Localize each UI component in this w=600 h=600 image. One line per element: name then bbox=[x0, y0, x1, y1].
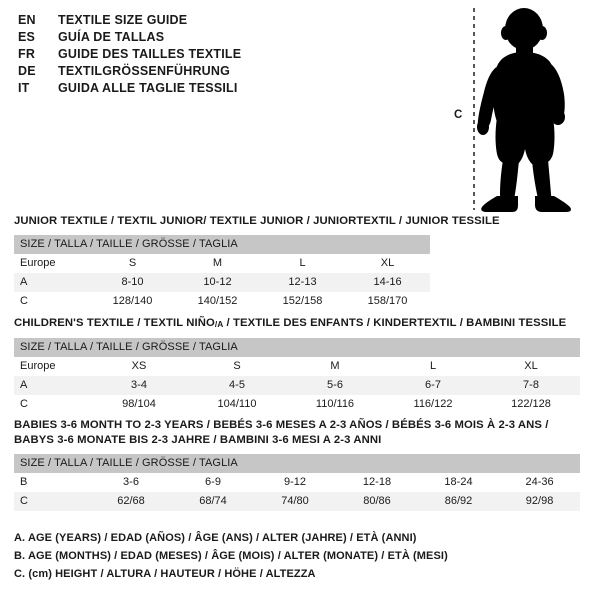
table-row: B 3-6 6-9 9-12 12-18 18-24 24-36 bbox=[14, 473, 581, 492]
language-code: EN bbox=[18, 13, 36, 27]
row-label: A bbox=[14, 376, 90, 395]
language-title-block: EN TEXTILE SIZE GUIDE ES GUÍA DE TALLAS … bbox=[18, 12, 318, 97]
legend-row-b: B. AGE (MONTHS) / EDAD (MESES) / ÂGE (MO… bbox=[14, 550, 448, 562]
table-row: C 98/104 104/110 110/116 116/122 122/128 bbox=[14, 395, 580, 414]
child-silhouette-icon bbox=[473, 8, 571, 212]
language-row-es: ES GUÍA DE TALLAS bbox=[18, 29, 318, 46]
row-label: C bbox=[14, 395, 90, 414]
language-row-it: IT GUIDA ALLE TAGLIE TESSILI bbox=[18, 80, 318, 97]
table-cell: 92/98 bbox=[499, 492, 581, 511]
column-header-region: Europe bbox=[14, 254, 90, 273]
language-row-de: DE TEXTILGRÖSSENFÜHRUNG bbox=[18, 63, 318, 80]
column-header-region: Europe bbox=[14, 357, 90, 376]
table-cell: 4-5 bbox=[188, 376, 286, 395]
size-header-bar: SIZE / TALLA / TAILLE / GRÖSSE / TAGLIA bbox=[14, 454, 581, 473]
column-header-size: L bbox=[384, 357, 482, 376]
table-cell: 68/74 bbox=[172, 492, 254, 511]
language-title: TEXTILGRÖSSENFÜHRUNG bbox=[58, 64, 231, 78]
measurement-figure: C bbox=[440, 4, 600, 214]
section-title-children: CHILDREN'S TEXTILE / TEXTIL NIÑO/A / TEX… bbox=[14, 316, 580, 332]
column-header-size: XL bbox=[345, 254, 431, 273]
legend-row-a: A. AGE (YEARS) / EDAD (AÑOS) / ÂGE (ANS)… bbox=[14, 532, 417, 544]
table-cell: 74/80 bbox=[254, 492, 336, 511]
table-cell: 122/128 bbox=[482, 395, 580, 414]
table-column-header-row: Europe S M L XL bbox=[14, 254, 431, 273]
table-cell: 7-8 bbox=[482, 376, 580, 395]
legend-row-c: C. (cm) HEIGHT / ALTURA / HAUTEUR / HÖHE… bbox=[14, 568, 316, 580]
column-header-size: XL bbox=[482, 357, 580, 376]
column-header-size: S bbox=[188, 357, 286, 376]
language-code: FR bbox=[18, 47, 36, 61]
row-label: A bbox=[14, 273, 90, 292]
table-cell: 5-6 bbox=[286, 376, 384, 395]
language-code: ES bbox=[18, 30, 36, 44]
column-header-size: L bbox=[260, 254, 345, 273]
table-cell: 80/86 bbox=[336, 492, 418, 511]
section-junior-textile: JUNIOR TEXTILE / TEXTIL JUNIOR/ TEXTILE … bbox=[14, 214, 500, 311]
column-header-size: XS bbox=[90, 357, 188, 376]
language-title: TEXTILE SIZE GUIDE bbox=[58, 13, 188, 27]
row-label: B bbox=[14, 473, 90, 492]
table-cell: 110/116 bbox=[286, 395, 384, 414]
junior-size-table: SIZE / TALLA / TAILLE / GRÖSSE / TAGLIA … bbox=[14, 235, 431, 311]
language-title: GUIDA ALLE TAGLIE TESSILI bbox=[58, 81, 238, 95]
height-measure-label: C bbox=[454, 109, 463, 121]
section-title-children-prefix: CHILDREN'S TEXTILE / TEXTIL NIÑO bbox=[14, 317, 215, 329]
section-title-children-suffix: / TEXTILE DES ENFANTS / KINDERTEXTIL / B… bbox=[223, 317, 567, 329]
section-title-junior: JUNIOR TEXTILE / TEXTIL JUNIOR/ TEXTILE … bbox=[14, 215, 500, 227]
table-cell: 158/170 bbox=[345, 292, 431, 311]
table-cell: 116/122 bbox=[384, 395, 482, 414]
legend-block: A. AGE (YEARS) / EDAD (AÑOS) / ÂGE (ANS)… bbox=[14, 529, 448, 583]
language-title: GUIDE DES TAILLES TEXTILE bbox=[58, 47, 242, 61]
column-header-size: M bbox=[175, 254, 260, 273]
language-code: DE bbox=[18, 64, 36, 78]
table-cell: 3-4 bbox=[90, 376, 188, 395]
size-header-bar: SIZE / TALLA / TAILLE / GRÖSSE / TAGLIA bbox=[14, 235, 431, 254]
table-cell: 12-18 bbox=[336, 473, 418, 492]
table-cell: 6-7 bbox=[384, 376, 482, 395]
row-label: C bbox=[14, 292, 90, 311]
table-column-header-row: Europe XS S M L XL bbox=[14, 357, 580, 376]
table-cell: 10-12 bbox=[175, 273, 260, 292]
table-cell: 62/68 bbox=[90, 492, 172, 511]
silhouette-shape bbox=[477, 8, 571, 212]
babies-size-table: SIZE / TALLA / TAILLE / GRÖSSE / TAGLIA … bbox=[14, 454, 581, 511]
children-size-table: SIZE / TALLA / TAILLE / GRÖSSE / TAGLIA … bbox=[14, 338, 580, 414]
table-cell: 6-9 bbox=[172, 473, 254, 492]
table-cell: 98/104 bbox=[90, 395, 188, 414]
table-row: C 128/140 140/152 152/158 158/170 bbox=[14, 292, 431, 311]
table-cell: 24-36 bbox=[499, 473, 581, 492]
table-cell: 18-24 bbox=[418, 473, 499, 492]
language-title: GUÍA DE TALLAS bbox=[58, 30, 165, 44]
table-cell: 128/140 bbox=[90, 292, 175, 311]
section-title-babies-line1: BABIES 3-6 MONTH TO 2-3 YEARS / BEBÉS 3-… bbox=[14, 419, 549, 431]
table-row: C 62/68 68/74 74/80 80/86 86/92 92/98 bbox=[14, 492, 581, 511]
table-cell: 104/110 bbox=[188, 395, 286, 414]
size-header-bar: SIZE / TALLA / TAILLE / GRÖSSE / TAGLIA bbox=[14, 338, 580, 357]
section-title-babies-line2: BABYS 3-6 MONATE BIS 2-3 JAHRE / BAMBINI… bbox=[14, 434, 382, 446]
table-cell: 140/152 bbox=[175, 292, 260, 311]
row-label: C bbox=[14, 492, 90, 511]
language-code: IT bbox=[18, 81, 30, 95]
table-cell: 12-13 bbox=[260, 273, 345, 292]
column-header-size: M bbox=[286, 357, 384, 376]
table-cell: 3-6 bbox=[90, 473, 172, 492]
column-header-size: S bbox=[90, 254, 175, 273]
section-babies-textile: BABIES 3-6 MONTH TO 2-3 YEARS / BEBÉS 3-… bbox=[14, 418, 581, 511]
table-cell: 8-10 bbox=[90, 273, 175, 292]
table-cell: 152/158 bbox=[260, 292, 345, 311]
table-header-bar-row: SIZE / TALLA / TAILLE / GRÖSSE / TAGLIA bbox=[14, 235, 431, 254]
section-childrens-textile: CHILDREN'S TEXTILE / TEXTIL NIÑO/A / TEX… bbox=[14, 316, 580, 414]
language-row-en: EN TEXTILE SIZE GUIDE bbox=[18, 12, 318, 29]
table-header-bar-row: SIZE / TALLA / TAILLE / GRÖSSE / TAGLIA bbox=[14, 454, 581, 473]
table-header-bar-row: SIZE / TALLA / TAILLE / GRÖSSE / TAGLIA bbox=[14, 338, 580, 357]
section-title-children-sub: /A bbox=[214, 319, 224, 329]
table-cell: 14-16 bbox=[345, 273, 431, 292]
table-cell: 86/92 bbox=[418, 492, 499, 511]
table-cell: 9-12 bbox=[254, 473, 336, 492]
table-row: A 3-4 4-5 5-6 6-7 7-8 bbox=[14, 376, 580, 395]
table-row: A 8-10 10-12 12-13 14-16 bbox=[14, 273, 431, 292]
language-row-fr: FR GUIDE DES TAILLES TEXTILE bbox=[18, 46, 318, 63]
